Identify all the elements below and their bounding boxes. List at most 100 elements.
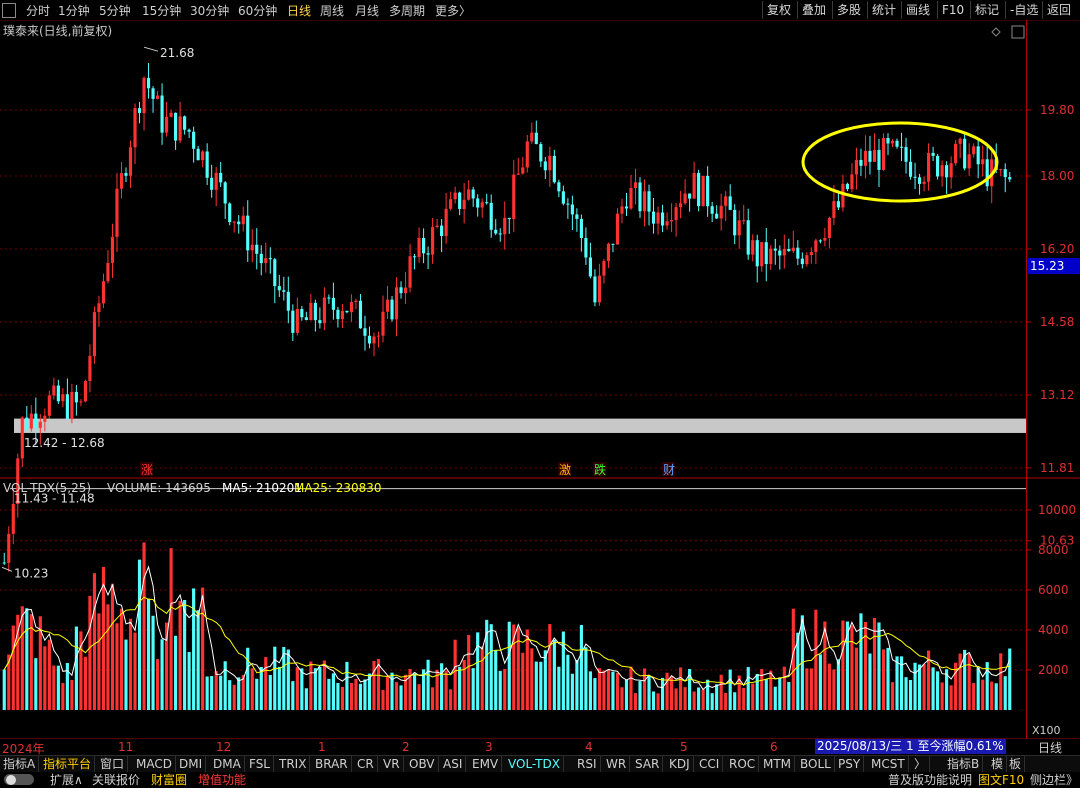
period-tab[interactable]: 15分钟	[142, 4, 182, 18]
toolbar-button[interactable]: 统计	[867, 1, 900, 19]
sidebar-button[interactable]: 侧边栏》	[1030, 773, 1079, 787]
related-quote-button[interactable]: 关联报价	[92, 773, 141, 787]
volume-bar	[665, 672, 669, 710]
indicator-b-tab[interactable]: 指标B	[944, 756, 984, 773]
candle-body	[322, 297, 326, 324]
indicator-tab[interactable]: SAR	[632, 756, 664, 773]
volume-bar	[412, 673, 417, 710]
volume-bar	[859, 613, 863, 710]
wealth-circle-button[interactable]: 财富圈	[151, 773, 188, 787]
indicator-tab[interactable]: 〉	[911, 756, 931, 773]
period-tab[interactable]: 30分钟	[190, 4, 230, 18]
diamond-icon[interactable]	[991, 27, 1001, 37]
indicator-tab[interactable]: FSL	[246, 756, 274, 773]
period-tab[interactable]: 日线	[287, 4, 312, 18]
kline-chart[interactable]: 19.80 18.00 16.20 14.58 13.12 11.81 10.63 10000…	[0, 20, 1080, 739]
volume-bar	[629, 666, 633, 710]
time-axis: 2024年 11 12 1 2 3 4 5 6 2025/08/13/三 1 至…	[0, 739, 1080, 756]
period-tab[interactable]: 月线	[355, 4, 380, 18]
toggle-switch[interactable]	[4, 774, 34, 785]
candle-body	[1003, 169, 1007, 178]
indicator-tab[interactable]: 窗口	[97, 756, 129, 773]
indicator-tab[interactable]: PSY	[835, 756, 865, 773]
volume-bar	[931, 667, 935, 710]
candle-body	[304, 317, 308, 321]
value-added-button[interactable]: 增值功能	[198, 773, 247, 787]
volume-bar	[575, 659, 579, 710]
volume-bar	[92, 573, 97, 710]
indicator-tab[interactable]: MCST	[868, 756, 909, 773]
period-tab[interactable]: 60分钟	[238, 4, 278, 18]
period-tab[interactable]: 分时	[26, 4, 51, 18]
indicator-tab[interactable]: WR	[603, 756, 631, 773]
indicator-tab[interactable]: DMI	[176, 756, 207, 773]
candle-body	[367, 335, 372, 344]
candle-body	[566, 203, 570, 205]
event-marker: 激	[559, 463, 571, 477]
menu-icon[interactable]	[2, 3, 16, 18]
volume-bar	[119, 608, 124, 710]
period-tab[interactable]: 更多〉	[435, 4, 472, 18]
indicator-tab[interactable]: 指标A	[0, 756, 40, 773]
indicator-tab[interactable]: BRAR	[312, 756, 352, 773]
indicator-tab[interactable]: VOL-TDX	[505, 756, 564, 773]
toolbar-button[interactable]: F10	[937, 1, 968, 19]
indicator-tab[interactable]: EMV	[469, 756, 503, 773]
volume-bar	[11, 625, 15, 710]
price-axis-label: 10.63	[1040, 534, 1074, 548]
period-tab[interactable]: 5分钟	[99, 4, 131, 18]
candle-body	[318, 320, 322, 324]
indicator-tab[interactable]: TRIX	[276, 756, 311, 773]
period-tab[interactable]: 1分钟	[58, 4, 90, 18]
indicator-tab[interactable]: MACD	[133, 756, 176, 773]
indicator-tab[interactable]: CCI	[696, 756, 724, 773]
candle-body	[255, 244, 259, 254]
indicator-tab[interactable]: ASI	[440, 756, 467, 773]
indicator-tab[interactable]: RSI	[574, 756, 601, 773]
volume-bar	[728, 669, 732, 710]
period-tab[interactable]: 多周期	[389, 4, 426, 18]
zone1-label: 12.42 - 12.68	[24, 436, 105, 450]
toolbar-button[interactable]: -自选	[1005, 1, 1042, 19]
indicator-tab[interactable]: ROC	[726, 756, 760, 773]
candle-body	[809, 252, 813, 256]
period-tab[interactable]: 周线	[320, 4, 345, 18]
indicator-tab[interactable]: MTM	[760, 756, 796, 773]
indicator-tab[interactable]: KDJ	[666, 756, 694, 773]
f10-button[interactable]: 图文F10	[978, 773, 1025, 787]
indicator-tab[interactable]: CR	[354, 756, 378, 773]
indicator-tab[interactable]: 指标平台	[40, 756, 96, 773]
indicator-tab[interactable]: BOLL	[797, 756, 835, 773]
toolbar-button[interactable]: 复权	[762, 1, 795, 19]
volume-bar	[146, 598, 151, 710]
event-marker-bg	[140, 462, 153, 476]
volume-axis-label: 8000	[1038, 543, 1069, 557]
toolbar-button[interactable]: 标记	[970, 1, 1003, 19]
expand-button[interactable]: 扩展∧	[50, 773, 83, 787]
month-label: 11	[118, 740, 134, 754]
volume-bar	[422, 669, 426, 710]
indicator-b-tab[interactable]: 模	[988, 756, 1008, 773]
toolbar-button[interactable]: 画线	[901, 1, 934, 19]
volume-bar	[940, 682, 944, 710]
candle-body	[602, 260, 606, 276]
feature-help-button[interactable]: 普及版功能说明	[888, 773, 973, 787]
month-label: 6	[770, 740, 778, 754]
toolbar-button[interactable]: 多股	[832, 1, 865, 19]
candle-body	[539, 144, 543, 162]
volume-header-label: VOL-TDX(5,25)	[3, 481, 91, 495]
window-toggle-icon[interactable]	[1011, 25, 1025, 39]
indicator-tab[interactable]: OBV	[406, 756, 439, 773]
volume-bar	[318, 666, 322, 710]
volume-bar	[845, 621, 850, 710]
indicator-tab[interactable]: DMA	[210, 756, 245, 773]
indicator-tab[interactable]: VR	[380, 756, 404, 773]
toolbar-button[interactable]: 叠加	[797, 1, 830, 19]
toolbar-button[interactable]: 返回	[1042, 1, 1075, 19]
indicator-b-tab[interactable]: 板	[1006, 756, 1026, 773]
volume-bar	[706, 679, 710, 710]
volume-bar	[850, 625, 854, 710]
event-marker-bg	[593, 462, 606, 476]
volume-axis-label: 2000	[1038, 663, 1069, 677]
volume-bar	[697, 687, 701, 710]
